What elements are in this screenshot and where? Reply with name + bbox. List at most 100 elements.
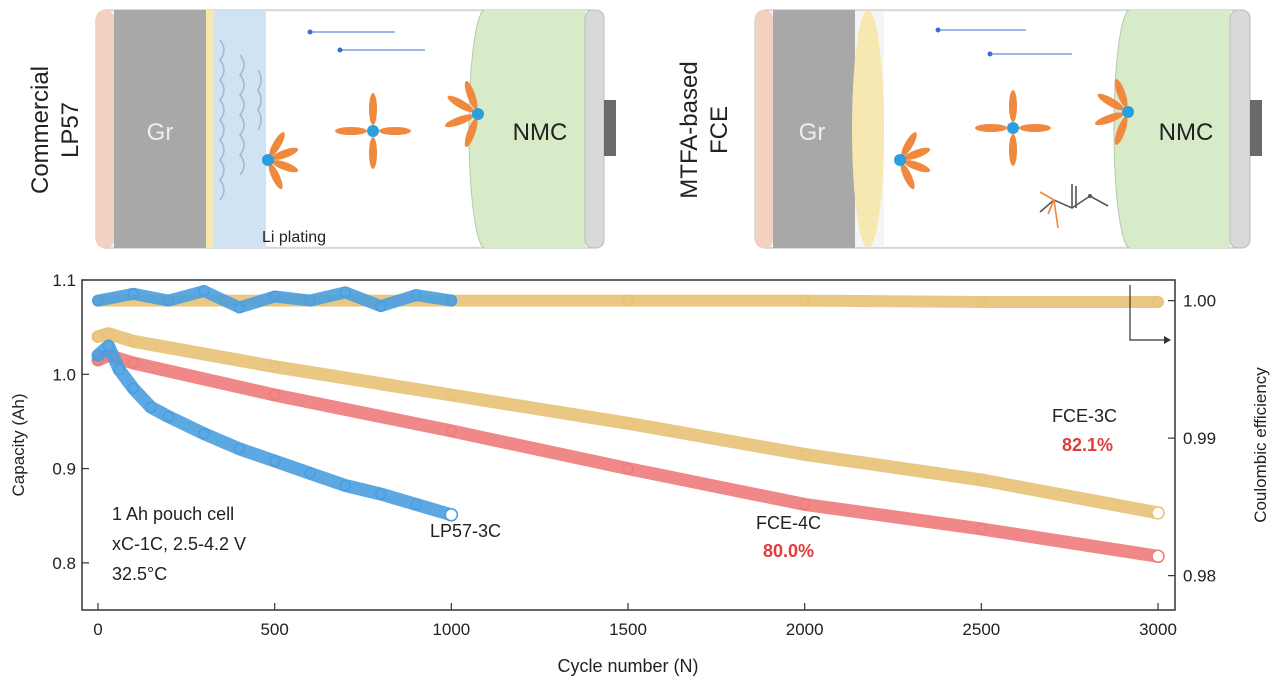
series-band [92,294,1164,308]
cell-mtfa-fce: MTFA-based FCE Gr NMC [676,9,1262,249]
cathode-nmc [1130,10,1230,248]
data-point [113,363,125,376]
data-point [622,294,634,307]
x-tick-label: 1500 [609,620,647,639]
y2-axis-title: Coulombic efficiency [1251,367,1270,523]
series-band [91,327,1165,520]
sei-layer [852,10,884,248]
anode-graphite [114,10,206,248]
data-point [92,349,104,362]
data-point [445,425,458,437]
data-point [198,427,210,440]
solvated-li-ion-icon [894,132,931,190]
data-point [92,294,104,307]
x-tick-label: 2500 [962,620,1000,639]
solvated-li-ion-icon [1095,79,1134,145]
x-tick-label: 0 [93,620,102,639]
fce-4c-label: FCE-4C [756,513,821,533]
data-point [622,417,634,430]
cathode-current-collector [584,9,605,249]
data-point [975,296,988,308]
x-tick-label: 500 [260,620,288,639]
data-point [268,455,281,467]
data-point [127,288,140,300]
cathode-label: NMC [1159,119,1214,146]
lp57-3c-label: LP57-3C [430,521,501,541]
data-point [445,294,458,307]
solvated-li-ion-icon [975,90,1051,166]
axis-layer: 0 500 1000 1500 2000 2500 3000 0.8 0.9 1.0 1.1 0.98… [52,271,1216,639]
data-point [127,357,140,369]
data-point [102,349,115,362]
data-point [1152,507,1164,519]
data-point [622,462,634,475]
fce-4c-retention: 80.0% [763,541,814,561]
mtfa-molecule-icon [1039,184,1109,229]
series-layer [91,285,1165,564]
x-axis-title: Cycle number (N) [557,656,698,676]
data-point [304,467,316,480]
data-point [1152,550,1164,563]
cathode-nmc [485,10,585,248]
data-point [162,294,175,307]
solvated-li-ion-icon [445,81,484,147]
series-band [91,348,1165,563]
y-tick-label: 0.9 [52,460,76,479]
data-point [102,340,115,352]
series-band [91,339,458,522]
sei-layer [206,10,214,248]
y2-tick-label: 0.98 [1183,567,1216,586]
data-point [339,286,352,299]
series-lp57-3c [91,339,459,522]
ce-axis-indicator [1129,285,1171,344]
cell-commercial-lp57: Commercial LP57 Gr NMC [27,9,616,249]
condition-line-1: 1 Ah pouch cell [112,504,234,524]
data-point [410,289,422,301]
side-label-line1: MTFA-based [676,61,703,198]
condition-line-3: 32.5°C [112,564,167,584]
data-point [1152,296,1164,308]
series-fce-4c [91,348,1165,564]
y-tick-label: 1.1 [52,271,76,290]
solvated-li-ion-icon [335,93,411,169]
data-point [92,294,104,307]
data-point [445,389,458,401]
x-tick-label: 3000 [1139,620,1177,639]
battery-schematics: Commercial LP57 Gr NMC [27,9,1262,249]
data-point [445,509,458,521]
anode-graphite [773,10,855,248]
li-plating-label: Li plating [262,229,326,246]
x-tick-label: 2000 [786,620,824,639]
series-lp57-3c-ce [92,285,458,314]
cathode-label: NMC [513,119,568,146]
data-point [798,498,811,511]
anode-current-collector [755,10,773,248]
data-point [374,488,387,500]
cathode-current-collector [1229,9,1251,249]
data-point [445,294,458,307]
solvated-li-ion-icon [262,132,299,190]
anode-label: Gr [147,119,174,146]
end-point [444,508,459,522]
data-point [975,523,988,535]
fce-3c-retention: 82.1% [1062,435,1113,455]
y-tick-label: 1.0 [52,365,76,384]
end-point [1151,549,1165,564]
data-point [233,301,246,314]
y2-tick-label: 1.00 [1183,292,1216,311]
li-plating-layer [214,10,266,248]
data-point [374,300,387,312]
data-point [798,448,811,461]
terminal-tab [1250,100,1262,156]
x-tick-label: 1000 [432,620,470,639]
data-point [92,354,104,366]
data-point [268,294,281,307]
side-label-line2: FCE [706,106,733,154]
data-point [162,410,175,423]
series-fce-ce [92,294,1164,308]
data-point [198,285,210,297]
data-point [233,443,246,455]
end-point [1151,506,1165,520]
data-point [339,479,352,492]
series-fce-3c [91,327,1165,520]
